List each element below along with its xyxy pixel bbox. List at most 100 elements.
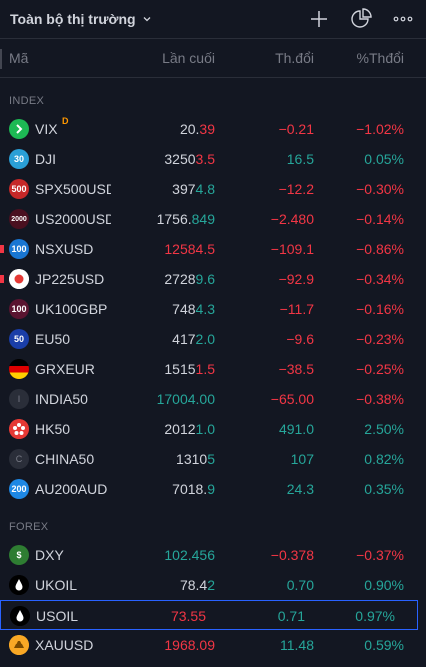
last-price: 1756.849 bbox=[157, 211, 215, 227]
last-price-main: 1515 bbox=[164, 361, 196, 377]
change-percent: −0.14% bbox=[356, 211, 404, 227]
last-price-main: 2012 bbox=[164, 421, 196, 437]
symbol-name: DJI bbox=[35, 151, 56, 167]
symbol-row[interactable]: $ DXY 102.456 −0.378 −0.37% bbox=[0, 540, 426, 570]
last-price-main: 417 bbox=[172, 331, 196, 347]
add-symbol-button[interactable] bbox=[308, 8, 330, 30]
last-price-tail: 2.0 bbox=[195, 331, 215, 347]
last-price: 27289.6 bbox=[164, 271, 215, 287]
more-options-button[interactable] bbox=[392, 8, 414, 30]
change-value: −0.378 bbox=[270, 547, 314, 563]
last-price-main: 12584.5 bbox=[164, 241, 215, 257]
last-price-main: 1756. bbox=[156, 211, 192, 227]
section-header[interactable]: FOREX bbox=[9, 521, 49, 533]
symbol-row[interactable]: JP225USD 27289.6 −92.9 −0.34% bbox=[0, 264, 426, 294]
last-price-main: 3250 bbox=[164, 151, 196, 167]
last-price: 3974.8 bbox=[172, 181, 215, 197]
last-price: 20121.0 bbox=[164, 421, 215, 437]
symbol-name: INDIA50 bbox=[35, 391, 88, 407]
last-price-main: 2728 bbox=[164, 271, 196, 287]
last-price-main: 1968.09 bbox=[164, 637, 215, 653]
resize-handle[interactable] bbox=[0, 49, 2, 69]
last-price: 73.55 bbox=[171, 608, 206, 624]
symbol-row[interactable]: 100 UK100GBP 7484.3 −11.7 −0.16% bbox=[0, 294, 426, 324]
change-value: 0.71 bbox=[277, 608, 305, 624]
symbol-row[interactable]: 100 NSXUSD 12584.5 −109.1 −0.86% bbox=[0, 234, 426, 264]
symbol-name: NSXUSD bbox=[35, 241, 94, 257]
symbol-logo: $ bbox=[9, 545, 29, 565]
symbol-name: US2000USD bbox=[35, 211, 111, 227]
japan-flag-icon bbox=[9, 269, 29, 289]
symbol-name: JP225USD bbox=[35, 271, 105, 287]
change-percent: −0.16% bbox=[356, 301, 404, 317]
last-price-main: 102.456 bbox=[164, 547, 215, 563]
symbol-name: XAUUSD bbox=[35, 637, 94, 653]
last-price-tail: 39 bbox=[199, 121, 215, 137]
oil-drop-icon bbox=[10, 606, 30, 626]
symbol-row[interactable]: 2000 US2000USD 1756.849 −2.480 −0.14% bbox=[0, 204, 426, 234]
advanced-view-button[interactable] bbox=[350, 8, 372, 30]
symbol-row[interactable]: I INDIA50 17004.00 −65.00 −0.38% bbox=[0, 384, 426, 414]
last-price-main: 748 bbox=[172, 301, 196, 317]
last-price-main: 17004.00 bbox=[156, 391, 215, 407]
last-price-tail: 849 bbox=[191, 211, 215, 227]
symbol-row[interactable]: 200 AU200AUD 7018.9 24.3 0.35% bbox=[0, 474, 426, 504]
last-price: 17004.00 bbox=[157, 391, 215, 407]
more-icon bbox=[393, 16, 413, 22]
pie-chart-icon bbox=[351, 8, 372, 28]
column-symbol[interactable]: Mã bbox=[9, 50, 29, 66]
change-percent: −0.23% bbox=[356, 331, 404, 347]
symbol-logo: 100 bbox=[9, 299, 29, 319]
last-price: 7484.3 bbox=[172, 301, 215, 317]
change-percent: 0.05% bbox=[364, 151, 404, 167]
last-price-tail: 4.3 bbox=[195, 301, 215, 317]
symbol-list: INDEX VIX D 20.39 −0.21 −1.02% 30 DJI 32503.5 16.… bbox=[0, 78, 426, 660]
symbol-logo: I bbox=[9, 389, 29, 409]
last-price-main: 1310 bbox=[176, 451, 208, 467]
symbol-logo: 50 bbox=[9, 329, 29, 349]
watchlist-selector[interactable]: Toàn bộ thị trường bbox=[10, 11, 152, 27]
watchlist-header: Toàn bộ thị trường bbox=[0, 0, 426, 38]
change-value: −9.6 bbox=[286, 331, 314, 347]
change-value: 0.70 bbox=[286, 577, 314, 593]
gold-bars-icon bbox=[9, 635, 29, 655]
last-price-tail: 1.5 bbox=[195, 361, 215, 377]
change-percent: −0.86% bbox=[356, 241, 404, 257]
last-price-main: 7018. bbox=[172, 481, 208, 497]
last-price: 4172.0 bbox=[172, 331, 215, 347]
change-value: −109.1 bbox=[270, 241, 314, 257]
change-value: −92.9 bbox=[278, 271, 314, 287]
symbol-row[interactable]: USOIL 73.55 0.71 0.97% bbox=[0, 600, 418, 630]
section-header[interactable]: INDEX bbox=[9, 95, 45, 107]
column-change[interactable]: Th.đổi bbox=[275, 50, 314, 66]
change-percent: 0.82% bbox=[364, 451, 404, 467]
symbol-row[interactable]: 50 EU50 4172.0 −9.6 −0.23% bbox=[0, 324, 426, 354]
symbol-row[interactable]: 30 DJI 32503.5 16.5 0.05% bbox=[0, 144, 426, 174]
last-price: 20.39 bbox=[180, 121, 215, 137]
column-header-row: Mã Lần cuối Th.đổi %Thđổi bbox=[0, 38, 426, 78]
change-percent: 0.97% bbox=[355, 608, 395, 624]
last-price-main: 397 bbox=[172, 181, 196, 197]
symbol-row[interactable]: 500 SPX500USD 3974.8 −12.2 −0.30% bbox=[0, 174, 426, 204]
last-price-main: 20. bbox=[179, 121, 200, 137]
symbol-row[interactable]: UKOIL 78.42 0.70 0.90% bbox=[0, 570, 426, 600]
symbol-row[interactable]: C CHINA50 13105 107 0.82% bbox=[0, 444, 426, 474]
change-value: −38.5 bbox=[278, 361, 314, 377]
last-price: 15151.5 bbox=[164, 361, 215, 377]
oil-drop-icon bbox=[9, 575, 29, 595]
watchlist-title: Toàn bộ thị trường bbox=[10, 11, 136, 27]
change-percent: 0.90% bbox=[364, 577, 404, 593]
change-value: 24.3 bbox=[286, 481, 314, 497]
column-last[interactable]: Lần cuối bbox=[162, 50, 215, 66]
alert-marker bbox=[0, 245, 4, 253]
column-change-pct[interactable]: %Thđổi bbox=[356, 50, 404, 66]
germany-flag-icon bbox=[9, 359, 29, 379]
last-price-tail: 9 bbox=[207, 481, 215, 497]
symbol-row[interactable]: GRXEUR 15151.5 −38.5 −0.25% bbox=[0, 354, 426, 384]
symbol-row[interactable]: VIX D 20.39 −0.21 −1.02% bbox=[0, 114, 426, 144]
chevron-down-icon bbox=[143, 17, 151, 22]
symbol-row[interactable]: XAUUSD 1968.09 11.48 0.59% bbox=[0, 630, 426, 660]
last-price: 102.456 bbox=[164, 547, 215, 563]
change-percent: −0.34% bbox=[356, 271, 404, 287]
symbol-row[interactable]: HK50 20121.0 491.0 2.50% bbox=[0, 414, 426, 444]
